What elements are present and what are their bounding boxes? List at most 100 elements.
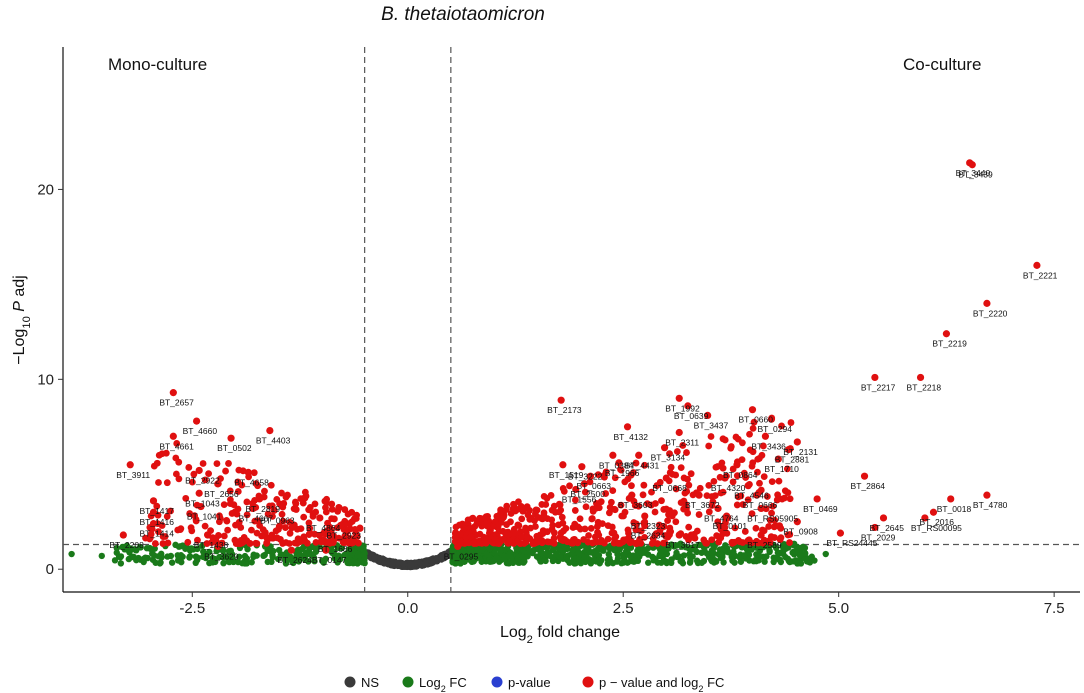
fc-point (473, 547, 481, 555)
fc-point (199, 553, 207, 560)
labeled-point (572, 485, 580, 494)
legend-swatch (402, 676, 414, 688)
sig-point (185, 464, 193, 471)
sig-point (251, 517, 259, 525)
sig-point (689, 491, 697, 499)
fc-point (569, 547, 576, 554)
fc-point (665, 545, 672, 552)
sig-point (226, 496, 234, 504)
fc-point (206, 559, 213, 567)
sig-point (476, 530, 484, 538)
fc-point (644, 559, 652, 566)
x-tick-label: 7.5 (1044, 600, 1065, 617)
fc-point (505, 552, 513, 560)
sig-point (515, 498, 522, 506)
labeled-point (244, 468, 252, 476)
sig-point (710, 477, 718, 485)
gene-label: BT_2217 (861, 382, 896, 392)
labeled-point (753, 491, 761, 499)
sig-point (589, 507, 597, 515)
sig-point (352, 515, 360, 522)
fc-point (176, 543, 184, 550)
fc-point (111, 557, 119, 564)
gene-label: BT_2131 (783, 447, 818, 457)
sig-point (213, 460, 221, 467)
labeled-point (871, 373, 879, 382)
labeled-point (328, 535, 336, 543)
ns-point (371, 554, 378, 561)
sig-point (273, 534, 281, 542)
sig-point (653, 482, 661, 489)
sig-point (555, 508, 563, 516)
sig-point (292, 506, 300, 513)
fc-point (68, 550, 75, 558)
plot-axes (62, 47, 1080, 593)
labeled-point (879, 514, 888, 522)
sig-point (581, 488, 589, 496)
fc-point (461, 558, 468, 565)
labeled-point (126, 461, 134, 469)
sig-point (661, 539, 669, 547)
fc-point (248, 559, 255, 566)
sig-point (320, 536, 328, 544)
sig-point (629, 469, 637, 476)
sig-point (263, 539, 271, 547)
sig-point (630, 497, 638, 505)
fc-point (752, 556, 759, 564)
fc-point (361, 554, 368, 561)
sig-point (547, 492, 555, 499)
labeled-point (214, 480, 222, 488)
fc-point (269, 554, 276, 561)
labeled-point (785, 445, 793, 454)
sig-point (748, 510, 756, 518)
sig-point (494, 523, 502, 531)
chart-title: B. thetaiotaomicron (381, 4, 545, 25)
sig-point (175, 458, 183, 466)
gene-label: BT_2218 (907, 382, 942, 392)
fc-point (142, 554, 149, 561)
labeled-point (836, 529, 845, 537)
fc-point (260, 552, 267, 560)
ns-point (381, 560, 388, 567)
sig-point (776, 522, 784, 530)
sig-point (617, 501, 625, 509)
sig-point (714, 518, 722, 526)
sig-point (696, 484, 704, 492)
fc-point (654, 559, 661, 566)
gene-label: BT_RS05905 (747, 513, 798, 523)
labeled-point (214, 542, 222, 551)
labeled-point (204, 531, 212, 539)
fc-point (466, 553, 473, 560)
sig-point (278, 510, 286, 518)
fc-point (729, 549, 737, 557)
sig-point (727, 443, 735, 450)
sig-point (199, 460, 207, 467)
sig-point (582, 503, 590, 511)
gene-label: BT_4403 (256, 436, 291, 446)
fc-point (168, 559, 176, 566)
gene-label: BT_0469 (803, 504, 838, 514)
sig-point (465, 539, 473, 547)
fc-point (322, 555, 329, 563)
gene-label: BT_4546 (734, 491, 769, 501)
sig-point (293, 539, 301, 547)
sig-point (328, 500, 336, 508)
sig-point (604, 535, 612, 543)
sig-point (456, 530, 464, 538)
sig-point (741, 528, 749, 535)
labeled-point (169, 389, 177, 397)
fc-point (334, 559, 341, 566)
sig-point (226, 487, 234, 495)
sig-point (719, 464, 727, 472)
y-axis-label: −Log10 P adj (11, 275, 33, 364)
legend-label: p-value (508, 675, 551, 690)
sig-point (684, 475, 691, 483)
fc-point (295, 553, 303, 560)
labeled-point (675, 531, 683, 539)
sig-point (604, 522, 612, 530)
x-tick-label: 2.5 (613, 600, 634, 617)
fc-point (341, 551, 348, 559)
labeled-point (660, 444, 669, 452)
gene-label: BT_4864 (306, 523, 341, 533)
